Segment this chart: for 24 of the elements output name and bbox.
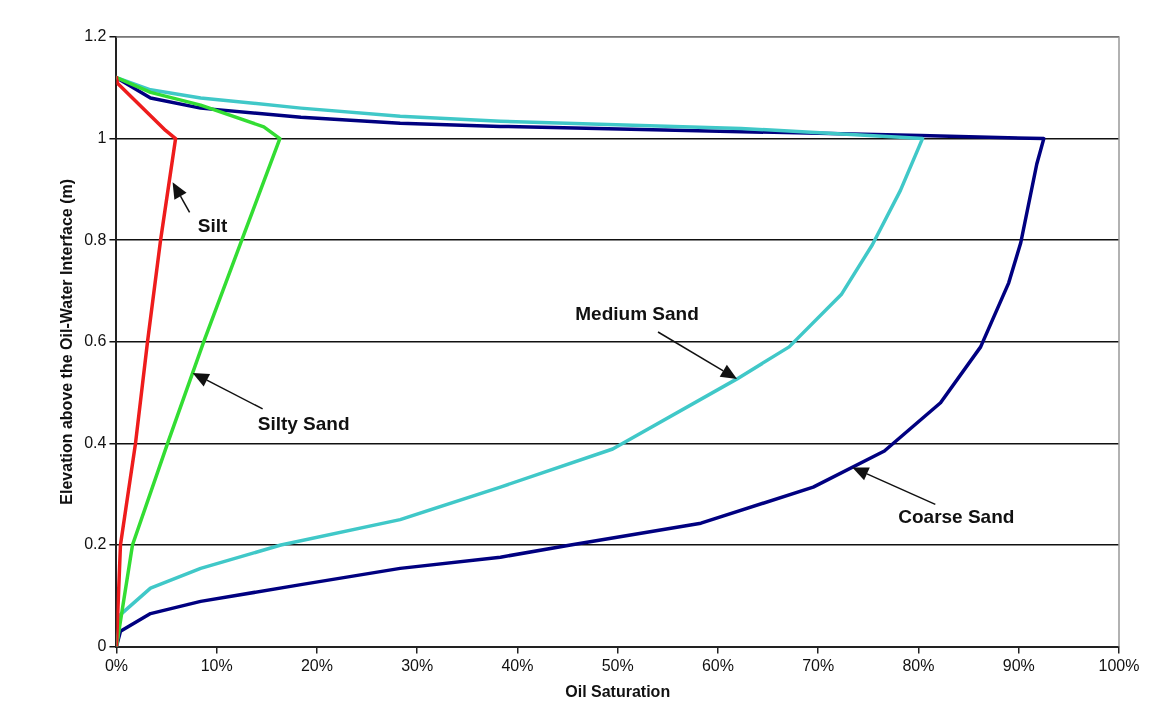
x-tick-label: 60% xyxy=(701,656,734,674)
y-tick-label: 0.4 xyxy=(84,433,107,451)
x-tick-label: 30% xyxy=(401,656,434,674)
y-tick-label: 0 xyxy=(97,637,107,655)
x-tick-label: 100% xyxy=(1098,656,1140,674)
x-tick-label: 0% xyxy=(104,656,128,674)
y-tick-label: 1.2 xyxy=(84,27,107,45)
y-axis-title: Elevation above the Oil-Water Interface (m) xyxy=(58,178,76,505)
x-tick-label: 70% xyxy=(802,656,835,674)
annotation: Coarse Sand xyxy=(898,505,1015,527)
y-tick-label: 1 xyxy=(97,129,107,147)
annotation: Medium Sand xyxy=(575,303,699,325)
y-tick-label: 0.8 xyxy=(84,230,107,248)
x-tick-label: 20% xyxy=(300,656,333,674)
annotation: Silt xyxy=(197,214,229,236)
y-tick-label: 0.2 xyxy=(84,535,107,553)
x-tick-label: 80% xyxy=(902,656,935,674)
y-tick-label: 0.6 xyxy=(84,332,107,350)
annotation: Silty Sand xyxy=(257,413,350,435)
x-tick-label: 90% xyxy=(1002,656,1035,674)
x-axis-title: Oil Saturation xyxy=(565,682,671,700)
x-tick-label: 10% xyxy=(200,656,233,674)
x-tick-label: 50% xyxy=(601,656,634,674)
x-tick-label: 40% xyxy=(501,656,534,674)
